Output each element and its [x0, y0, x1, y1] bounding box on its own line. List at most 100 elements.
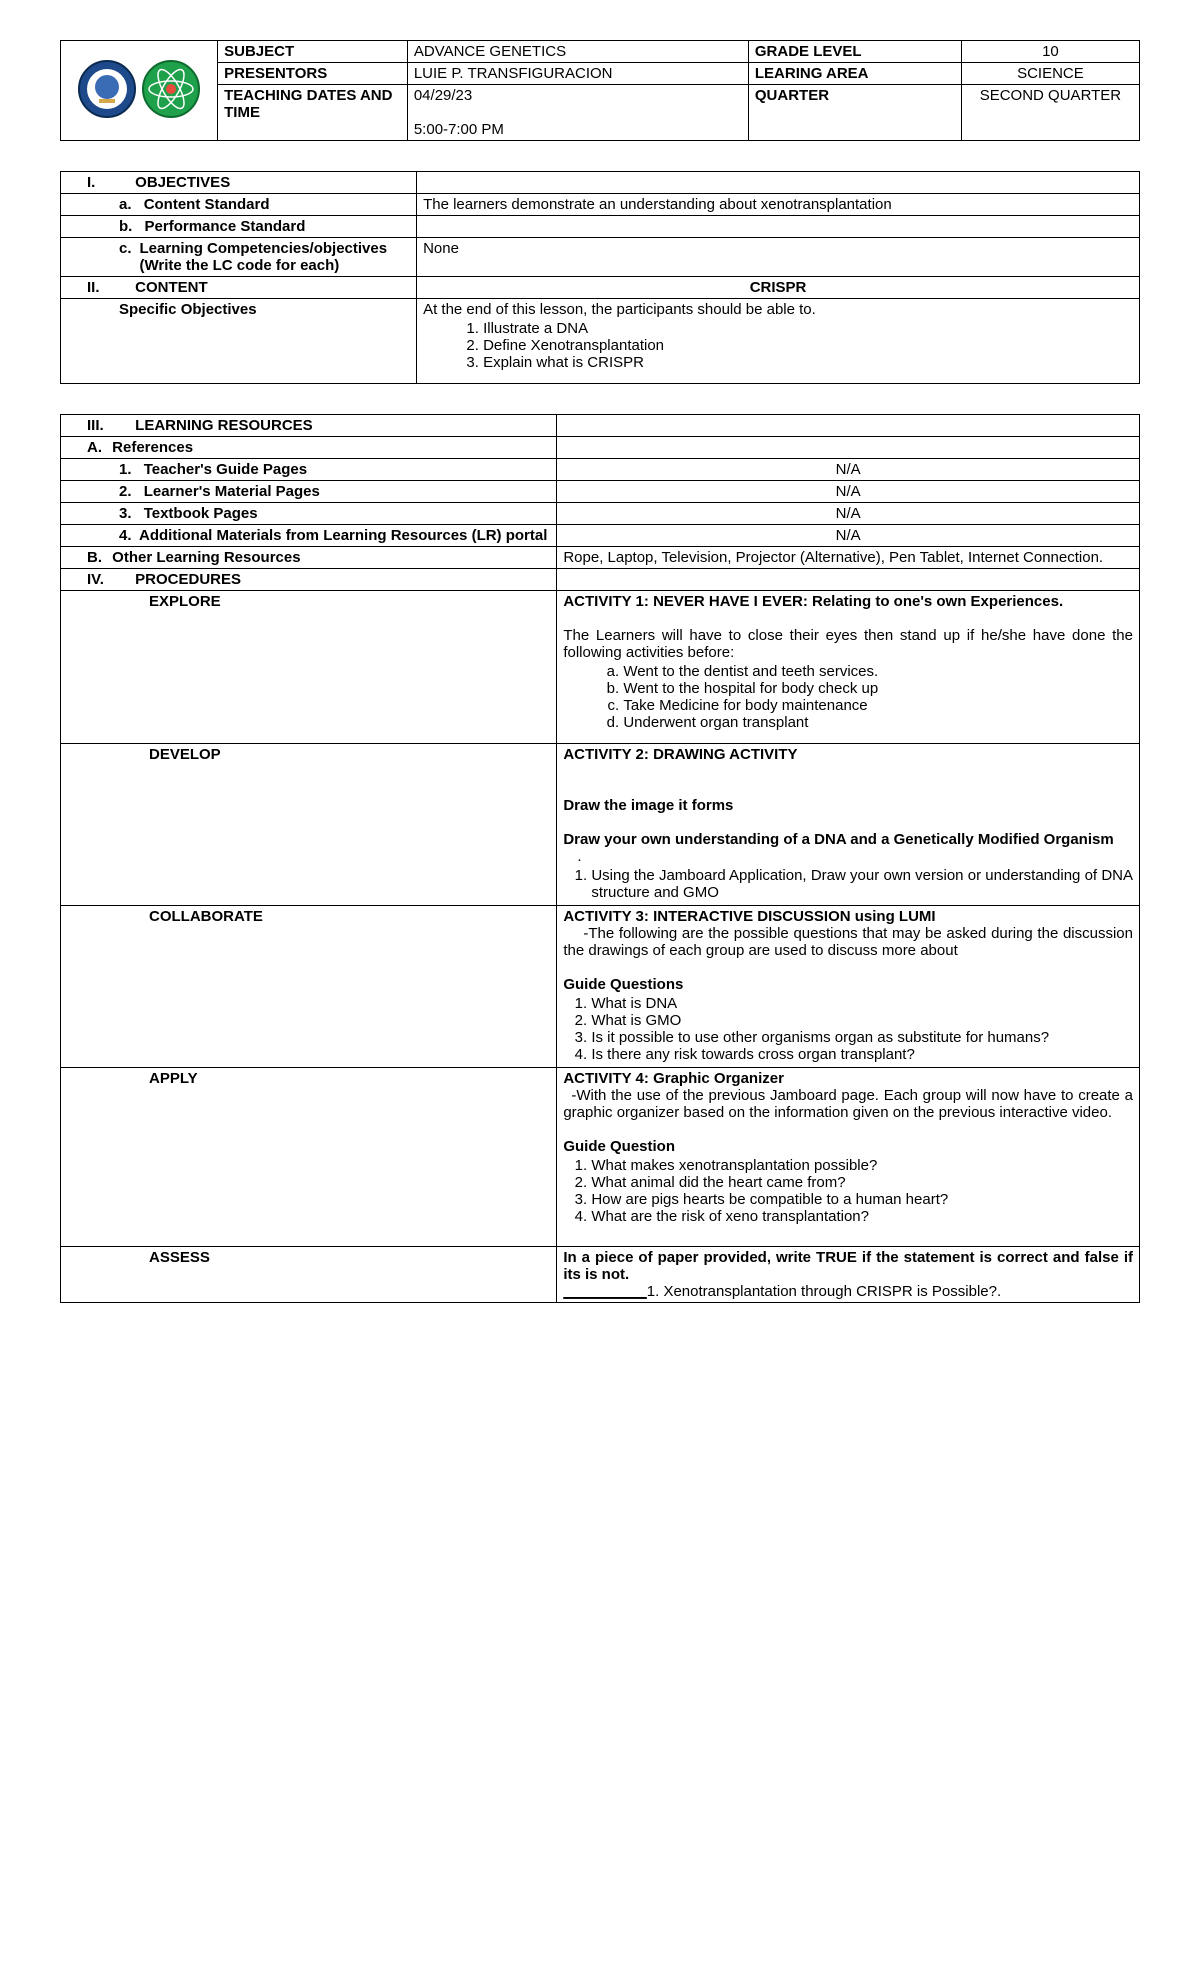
subject-value: ADVANCE GENETICS: [407, 41, 748, 63]
presentors-value: LUIE P. TRANSFIGURACION: [407, 63, 748, 85]
explore-intro: The Learners will have to close their ey…: [563, 627, 1133, 661]
quarter-value: SECOND QUARTER: [961, 85, 1139, 141]
explore-d: Underwent organ transplant: [623, 714, 1133, 731]
proc-heading-cell: IV. PROCEDURES: [61, 569, 557, 591]
logo-cell: [61, 41, 218, 141]
other-label-cell: B. Other Learning Resources: [61, 547, 557, 569]
n2: 2.: [119, 483, 132, 500]
collab-q3: Is it possible to use other organisms or…: [591, 1029, 1133, 1046]
content-standard-label: Content Standard: [144, 196, 270, 213]
collab-intro: -The following are the possible question…: [563, 925, 1133, 959]
spec-obj-1: Illustrate a DNA: [483, 320, 1133, 337]
apply-q2: What animal did the heart came from?: [591, 1174, 1133, 1191]
refs-heading-cell: A. References: [61, 437, 557, 459]
collab-q1: What is DNA: [591, 995, 1133, 1012]
refs-heading: References: [112, 439, 193, 456]
content-standard-label-cell: a. Content Standard: [61, 194, 417, 216]
lr-blank: [557, 415, 1140, 437]
lr-heading: LEARNING RESOURCES: [135, 417, 313, 434]
r4-label-cell: 4. Additional Materials from Learning Re…: [61, 525, 557, 547]
objectives-text: OBJECTIVES: [135, 174, 230, 191]
assess-label-cell: ASSESS: [61, 1247, 557, 1303]
spec-obj-2: Define Xenotransplantation: [483, 337, 1133, 354]
collab-label-cell: COLLABORATE: [61, 906, 557, 1068]
n1: 1.: [119, 461, 132, 478]
content-value: CRISPR: [417, 277, 1140, 299]
r4-label: Additional Materials from Learning Resou…: [139, 527, 550, 544]
apply-q1: What makes xenotransplantation possible?: [591, 1157, 1133, 1174]
procedures-table: III. LEARNING RESOURCES A. References 1.…: [60, 414, 1140, 1303]
proc-blank: [557, 569, 1140, 591]
grade-label: GRADE LEVEL: [748, 41, 961, 63]
spec-obj-value-cell: At the end of this lesson, the participa…: [417, 299, 1140, 384]
apply-value-cell: ACTIVITY 4: Graphic Organizer -With the …: [557, 1068, 1140, 1247]
apply-q3: How are pigs hearts be compatible to a h…: [591, 1191, 1133, 1208]
r1-label: Teacher's Guide Pages: [144, 461, 307, 478]
apply-label: APPLY: [149, 1070, 198, 1087]
explore-label-cell: EXPLORE: [61, 591, 557, 744]
collab-title: ACTIVITY 3: INTERACTIVE DISCUSSION using…: [563, 908, 1133, 925]
objectives-table: I. OBJECTIVES a. Content Standard The le…: [60, 171, 1140, 384]
quarter-label: QUARTER: [748, 85, 961, 141]
letter-a: a.: [119, 196, 132, 213]
r3-value: N/A: [557, 503, 1140, 525]
lc-label-cell: c. Learning Competencies/objectives (Wri…: [61, 238, 417, 277]
apply-label-cell: APPLY: [61, 1068, 557, 1247]
science-logo-icon: [141, 59, 201, 119]
collab-q2: What is GMO: [591, 1012, 1133, 1029]
teaching-date: 04/29/23: [414, 87, 472, 104]
develop-sub2: Draw your own understanding of a DNA and…: [563, 831, 1133, 848]
r3-label-cell: 3. Textbook Pages: [61, 503, 557, 525]
develop-dot: .: [577, 848, 1133, 865]
develop-label-cell: DEVELOP: [61, 744, 557, 906]
r3-label: Textbook Pages: [144, 505, 258, 522]
r4-value: N/A: [557, 525, 1140, 547]
teaching-label: TEACHING DATES AND TIME: [218, 85, 408, 141]
objectives-blank: [417, 172, 1140, 194]
roman-iii: III.: [87, 417, 111, 434]
r1-label-cell: 1. Teacher's Guide Pages: [61, 459, 557, 481]
spec-obj-label: Specific Objectives: [119, 301, 257, 318]
grade-value: 10: [961, 41, 1139, 63]
explore-a: Went to the dentist and teeth services.: [623, 663, 1133, 680]
roman-i: I.: [87, 174, 111, 191]
proc-heading: PROCEDURES: [135, 571, 241, 588]
apply-gq: Guide Question: [563, 1138, 1133, 1155]
explore-title: ACTIVITY 1: NEVER HAVE I EVER: Relating …: [563, 593, 1133, 610]
lr-heading-cell: III. LEARNING RESOURCES: [61, 415, 557, 437]
develop-label: DEVELOP: [149, 746, 221, 763]
objectives-heading: I. OBJECTIVES: [61, 172, 417, 194]
assess-line: __________1. Xenotransplantation through…: [563, 1283, 1133, 1300]
teaching-dates: 04/29/23 5:00-7:00 PM: [407, 85, 748, 141]
subject-label: SUBJECT: [218, 41, 408, 63]
assess-value-cell: In a piece of paper provided, write TRUE…: [557, 1247, 1140, 1303]
develop-1: Using the Jamboard Application, Draw you…: [591, 867, 1133, 901]
letter-B: B.: [87, 549, 102, 566]
explore-c: Take Medicine for body maintenance: [623, 697, 1133, 714]
r2-label: Learner's Material Pages: [144, 483, 320, 500]
content-heading-cell: II. CONTENT: [61, 277, 417, 299]
explore-label: EXPLORE: [149, 593, 221, 610]
letter-c: c.: [119, 240, 132, 274]
teaching-time: 5:00-7:00 PM: [414, 121, 504, 138]
perf-standard-label: Performance Standard: [145, 218, 306, 235]
apply-intro: -With the use of the previous Jamboard p…: [563, 1087, 1133, 1121]
roman-iv: IV.: [87, 571, 111, 588]
collab-q4: Is there any risk towards cross organ tr…: [591, 1046, 1133, 1063]
collab-gq: Guide Questions: [563, 976, 1133, 993]
r2-label-cell: 2. Learner's Material Pages: [61, 481, 557, 503]
collab-value-cell: ACTIVITY 3: INTERACTIVE DISCUSSION using…: [557, 906, 1140, 1068]
perf-standard-value: [417, 216, 1140, 238]
other-value: Rope, Laptop, Television, Projector (Alt…: [557, 547, 1140, 569]
assess-intro: In a piece of paper provided, write TRUE…: [563, 1249, 1133, 1283]
develop-title: ACTIVITY 2: DRAWING ACTIVITY: [563, 746, 1133, 763]
explore-b: Went to the hospital for body check up: [623, 680, 1133, 697]
content-standard-value: The learners demonstrate an understandin…: [417, 194, 1140, 216]
area-label: LEARING AREA: [748, 63, 961, 85]
explore-value-cell: ACTIVITY 1: NEVER HAVE I EVER: Relating …: [557, 591, 1140, 744]
develop-sub1: Draw the image it forms: [563, 797, 1133, 814]
lc-value: None: [417, 238, 1140, 277]
r2-value: N/A: [557, 481, 1140, 503]
refs-blank: [557, 437, 1140, 459]
assess-label: ASSESS: [149, 1249, 210, 1266]
